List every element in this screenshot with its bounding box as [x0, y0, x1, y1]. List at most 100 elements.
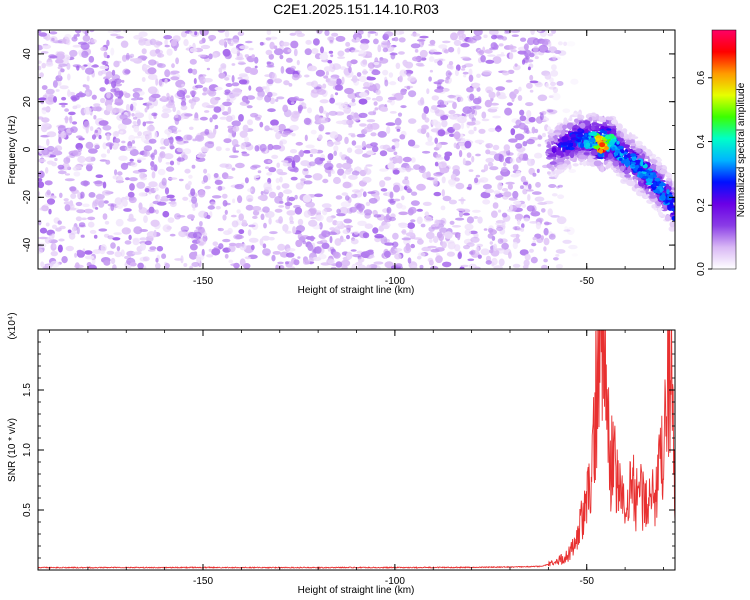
noise-blob — [41, 62, 46, 69]
noise-blob — [524, 253, 531, 261]
noise-blob — [147, 74, 158, 80]
noise-blob — [138, 31, 148, 37]
noise-blob — [193, 118, 200, 121]
noise-blob — [178, 88, 185, 91]
noise-blob — [155, 78, 159, 86]
noise-blob — [42, 265, 49, 269]
noise-blob — [219, 116, 228, 120]
noise-blob — [271, 254, 276, 262]
noise-blob — [411, 191, 418, 196]
noise-blob — [299, 149, 304, 158]
noise-blob — [532, 172, 537, 177]
noise-blob — [325, 132, 331, 135]
noise-blob — [362, 55, 373, 59]
noise-blob — [348, 132, 356, 136]
noise-blob — [224, 253, 229, 259]
noise-blob — [150, 161, 155, 167]
signal-blob — [552, 156, 557, 160]
noise-blob — [529, 89, 534, 93]
signal-blob — [556, 150, 564, 156]
noise-blob — [547, 33, 554, 37]
noise-blob — [231, 120, 241, 127]
noise-blob — [531, 126, 536, 134]
noise-blob — [39, 72, 44, 78]
noise-blob — [434, 88, 444, 93]
noise-blob — [398, 37, 406, 43]
noise-blob — [87, 216, 96, 221]
noise-blob — [45, 167, 49, 174]
noise-blob — [203, 168, 208, 174]
noise-blob — [100, 244, 107, 252]
noise-blob — [275, 177, 280, 184]
signal-blob — [549, 161, 557, 165]
y-tick-label: 1.0 — [22, 443, 33, 457]
noise-blob — [269, 41, 275, 50]
noise-blob — [453, 131, 461, 140]
noise-blob — [471, 108, 475, 115]
noise-blob — [162, 224, 172, 233]
noise-blob — [161, 177, 167, 186]
noise-blob — [80, 180, 90, 186]
noise-blob — [44, 92, 54, 99]
noise-blob — [244, 136, 249, 143]
noise-blob — [321, 230, 331, 238]
noise-blob — [501, 188, 509, 192]
noise-blob — [523, 43, 529, 51]
noise-blob — [400, 205, 407, 210]
noise-blob — [325, 112, 329, 118]
noise-blob — [455, 217, 465, 221]
signal-core-blob — [645, 182, 653, 186]
noise-blob — [502, 70, 510, 76]
noise-blob — [217, 227, 224, 232]
noise-blob — [493, 190, 501, 195]
noise-blob — [406, 180, 410, 188]
noise-blob — [386, 206, 392, 214]
noise-blob — [493, 265, 503, 269]
noise-blob — [57, 220, 62, 225]
noise-blob — [91, 64, 99, 68]
noise-blob — [385, 213, 390, 221]
y-tick-label: 0.5 — [22, 503, 33, 517]
noise-blob — [525, 59, 534, 63]
noise-blob — [166, 96, 172, 101]
noise-blob — [67, 90, 72, 98]
noise-blob — [166, 166, 175, 172]
noise-blob — [442, 261, 452, 268]
noise-blob — [228, 133, 233, 141]
noise-blob — [331, 32, 339, 37]
noise-blob — [428, 226, 435, 232]
noise-blob — [132, 251, 142, 255]
noise-blob — [392, 169, 400, 175]
noise-blob — [59, 85, 69, 90]
signal-blob — [585, 114, 591, 119]
signal-core-blob — [670, 200, 675, 203]
noise-blob — [283, 109, 292, 118]
noise-blob — [148, 138, 157, 144]
noise-blob — [308, 219, 318, 227]
noise-blob — [380, 188, 388, 192]
noise-blob — [493, 44, 499, 49]
y-tick-label: 1.5 — [22, 383, 33, 397]
noise-blob — [485, 59, 495, 64]
noise-blob — [513, 88, 519, 95]
noise-blob — [187, 214, 195, 220]
noise-blob — [489, 102, 500, 106]
noise-blob — [213, 173, 219, 178]
noise-blob — [303, 117, 311, 125]
noise-blob — [429, 259, 434, 266]
noise-blob — [266, 172, 273, 176]
noise-blob — [399, 69, 407, 76]
noise-blob — [230, 214, 237, 218]
noise-blob — [250, 112, 259, 118]
noise-blob — [55, 58, 64, 64]
noise-blob — [116, 246, 121, 252]
noise-blob — [159, 151, 166, 159]
noise-blob — [433, 172, 443, 177]
signal-blob — [550, 153, 558, 157]
noise-blob — [334, 92, 339, 96]
colorbar-gradient — [711, 29, 737, 270]
signal-core-blob — [569, 142, 574, 147]
noise-blob — [169, 201, 177, 208]
noise-blob — [444, 231, 453, 240]
noise-blob — [286, 210, 296, 216]
